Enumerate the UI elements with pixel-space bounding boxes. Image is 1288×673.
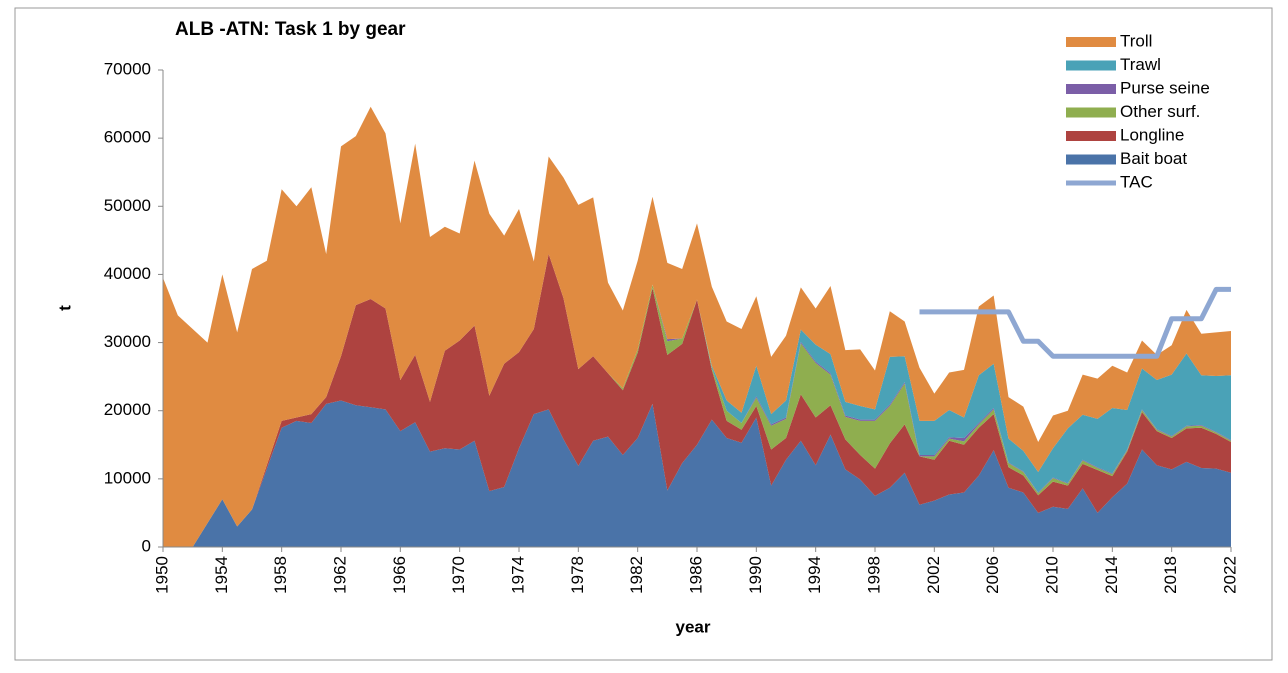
legend-label: Troll <box>1120 31 1152 50</box>
x-tick-label: 1966 <box>390 556 409 594</box>
x-tick-label: 2002 <box>924 556 943 594</box>
x-tick-label: 1950 <box>152 556 171 594</box>
y-tick-label: 40000 <box>104 264 151 283</box>
y-tick-label: 0 <box>142 536 151 555</box>
x-tick-label: 2010 <box>1042 556 1061 594</box>
x-tick-label: 1986 <box>686 556 705 594</box>
legend-label: Other surf. <box>1120 102 1200 121</box>
x-tick-label: 2022 <box>1220 556 1239 594</box>
y-axis-title: t <box>55 305 74 311</box>
legend-swatch <box>1066 107 1116 118</box>
legend-label: TAC <box>1120 172 1153 191</box>
tac-line <box>919 286 1231 359</box>
x-tick-label: 1994 <box>805 556 824 594</box>
y-tick-label: 70000 <box>104 59 151 78</box>
legend-label: Longline <box>1120 125 1184 144</box>
x-tick-label: 1998 <box>864 556 883 594</box>
legend-label: Bait boat <box>1120 149 1187 168</box>
x-axis-title: year <box>676 617 711 636</box>
x-tick-label: 1962 <box>330 556 349 594</box>
x-tick-label: 1970 <box>449 556 468 594</box>
legend-swatch <box>1066 37 1116 47</box>
area <box>163 253 1231 547</box>
legend-label: Purse seine <box>1120 78 1210 97</box>
y-tick-label: 30000 <box>104 332 151 351</box>
y-tick-label: 60000 <box>104 128 151 147</box>
y-tick-label: 50000 <box>104 196 151 215</box>
x-tick-label: 1974 <box>508 556 527 594</box>
area <box>163 400 1231 547</box>
x-tick-label: 2018 <box>1161 556 1180 594</box>
x-tick-label: 2014 <box>1102 556 1121 594</box>
x-tick-label: 2006 <box>983 556 1002 594</box>
legend-label: Trawl <box>1120 55 1161 74</box>
x-tick-label: 1978 <box>568 556 587 594</box>
y-tick-label: 20000 <box>104 400 151 419</box>
x-tick-label: 1954 <box>212 556 231 594</box>
x-tick-label: 1990 <box>746 556 765 594</box>
x-tick-label: 1982 <box>627 556 646 594</box>
legend-swatch <box>1066 84 1116 94</box>
legend-swatch <box>1066 60 1116 71</box>
legend-swatch <box>1066 154 1116 165</box>
legend-swatch <box>1066 131 1116 141</box>
chart-title: ALB -ATN: Task 1 by gear <box>175 19 406 40</box>
y-tick-label: 10000 <box>104 468 151 487</box>
x-tick-label: 1958 <box>271 556 290 594</box>
